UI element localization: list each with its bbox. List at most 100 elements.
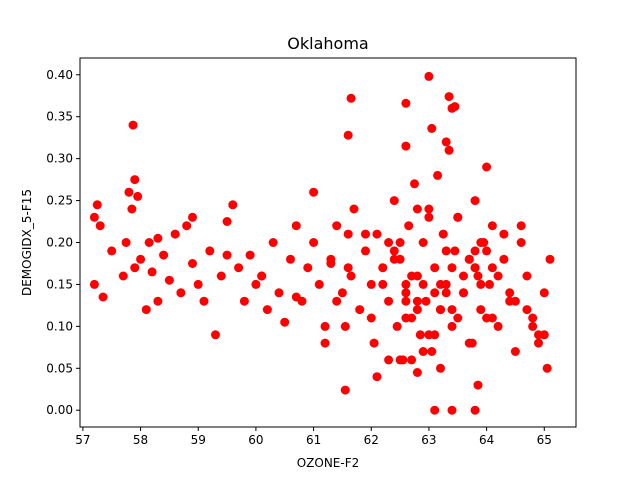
data-point bbox=[505, 288, 515, 298]
data-point bbox=[355, 305, 365, 315]
data-point bbox=[320, 321, 330, 331]
data-point bbox=[418, 279, 428, 289]
data-point bbox=[286, 254, 295, 264]
data-point bbox=[522, 305, 532, 315]
y-axis-label: DEMOGIDX_5-F15 bbox=[20, 189, 34, 296]
data-point bbox=[124, 187, 134, 197]
data-point bbox=[464, 254, 474, 264]
data-point bbox=[476, 305, 486, 315]
y-tick-label: 0.35 bbox=[46, 110, 73, 124]
data-point bbox=[130, 175, 140, 185]
data-point bbox=[436, 305, 445, 315]
data-point bbox=[476, 279, 486, 289]
data-point bbox=[389, 196, 399, 206]
data-point bbox=[389, 254, 399, 264]
data-point bbox=[487, 313, 497, 323]
data-point bbox=[384, 355, 394, 365]
data-point bbox=[366, 279, 376, 289]
data-point bbox=[401, 141, 411, 151]
y-tick-label: 0.15 bbox=[46, 277, 73, 291]
data-point bbox=[528, 313, 538, 323]
data-point bbox=[95, 221, 105, 231]
data-point bbox=[528, 321, 538, 331]
x-tick-label: 62 bbox=[364, 433, 379, 447]
x-tick-label: 64 bbox=[479, 433, 494, 447]
data-point bbox=[392, 321, 402, 331]
data-point bbox=[418, 238, 428, 247]
data-point bbox=[441, 137, 451, 147]
data-point bbox=[401, 279, 411, 289]
x-tick-label: 59 bbox=[191, 433, 206, 447]
data-point bbox=[361, 246, 370, 256]
data-point bbox=[251, 279, 261, 289]
data-point bbox=[332, 296, 342, 306]
data-point bbox=[412, 305, 422, 315]
data-point bbox=[447, 305, 457, 315]
data-point bbox=[332, 221, 342, 231]
data-point bbox=[401, 98, 411, 108]
data-point bbox=[459, 288, 468, 298]
data-point bbox=[128, 120, 138, 130]
data-point bbox=[343, 263, 353, 273]
data-point bbox=[378, 263, 388, 273]
data-points bbox=[89, 71, 555, 415]
data-point bbox=[346, 93, 356, 103]
data-point bbox=[404, 221, 414, 231]
data-point bbox=[450, 102, 460, 112]
data-point bbox=[384, 238, 394, 247]
x-tick-label: 58 bbox=[133, 433, 148, 447]
data-point bbox=[447, 321, 457, 331]
data-point bbox=[369, 338, 379, 348]
y-tick-label: 0.30 bbox=[46, 152, 73, 166]
y-tick-label: 0.25 bbox=[46, 194, 73, 208]
data-point bbox=[153, 233, 163, 243]
data-point bbox=[291, 292, 301, 302]
data-point bbox=[268, 238, 278, 247]
data-point bbox=[98, 292, 108, 302]
data-point bbox=[107, 246, 117, 256]
data-point bbox=[182, 221, 192, 231]
data-point bbox=[430, 263, 440, 273]
data-point bbox=[427, 347, 437, 356]
data-point bbox=[395, 355, 405, 365]
data-point bbox=[136, 254, 146, 264]
data-point bbox=[401, 313, 411, 323]
data-point bbox=[510, 296, 520, 306]
data-point bbox=[262, 305, 272, 315]
data-point bbox=[170, 229, 180, 239]
data-point bbox=[438, 229, 448, 239]
data-point bbox=[176, 288, 186, 298]
data-point bbox=[216, 271, 226, 281]
data-point bbox=[485, 279, 494, 289]
data-point bbox=[384, 296, 394, 306]
data-point bbox=[372, 372, 382, 382]
data-point bbox=[418, 347, 428, 356]
data-point bbox=[470, 196, 480, 206]
data-point bbox=[340, 385, 350, 395]
data-point bbox=[453, 313, 463, 323]
data-point bbox=[118, 271, 128, 281]
data-point bbox=[144, 238, 154, 247]
data-point bbox=[211, 330, 220, 340]
x-tick-label: 65 bbox=[537, 433, 552, 447]
data-point bbox=[444, 145, 454, 155]
data-point bbox=[346, 271, 356, 281]
data-point bbox=[430, 288, 440, 298]
x-tick-label: 57 bbox=[75, 433, 90, 447]
data-point bbox=[436, 363, 445, 373]
data-point bbox=[487, 221, 497, 231]
data-point bbox=[89, 279, 99, 289]
data-point bbox=[274, 288, 284, 298]
data-point bbox=[493, 271, 503, 281]
data-point bbox=[89, 212, 99, 222]
data-point bbox=[542, 363, 552, 373]
data-point bbox=[516, 221, 526, 231]
data-point bbox=[343, 229, 353, 239]
data-point bbox=[534, 338, 543, 348]
data-point bbox=[464, 338, 474, 348]
data-point bbox=[130, 263, 140, 273]
data-point bbox=[433, 170, 443, 180]
data-point bbox=[245, 250, 255, 260]
data-point bbox=[534, 330, 543, 340]
data-point bbox=[153, 296, 163, 306]
